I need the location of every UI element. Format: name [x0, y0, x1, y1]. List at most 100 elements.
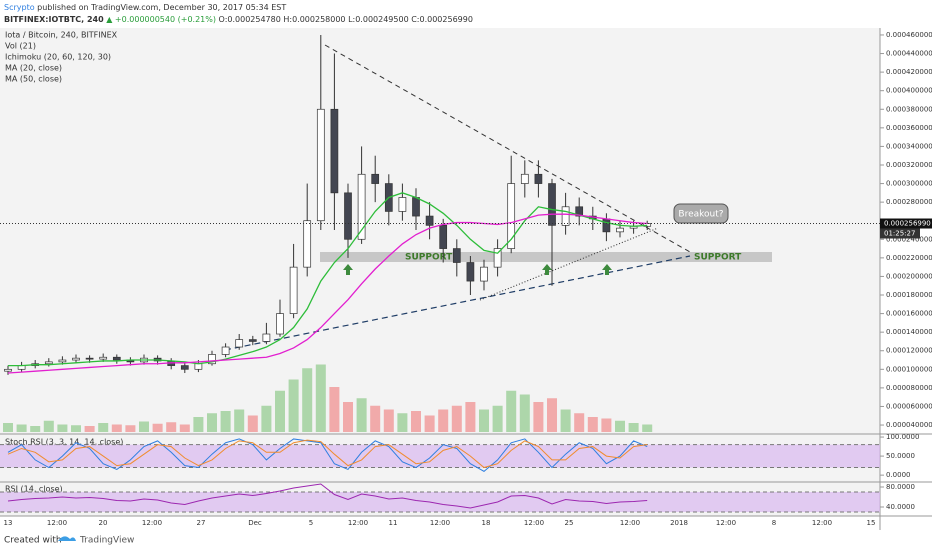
candle-body: [194, 363, 203, 370]
y-tick-label: 0.000180000: [886, 291, 932, 299]
oscillator-line: [7, 438, 648, 472]
support-trendline: [224, 255, 691, 351]
candle-body: [534, 173, 543, 184]
change: ▲ +0.000000540 (+0.21%): [106, 15, 216, 24]
x-tick-label: 12:00: [716, 519, 736, 527]
y-tick-label: 0.000100000: [886, 365, 932, 373]
footer-text: Created with: [4, 536, 62, 546]
y-tick-label: 0.000460000: [886, 31, 932, 39]
band: [0, 444, 880, 468]
candle-body: [507, 183, 516, 249]
candle-body: [208, 354, 216, 365]
countdown-label: 01:25:27: [884, 230, 915, 238]
y-tick-label: 0.000240000: [886, 235, 932, 243]
candle-body: [616, 227, 624, 233]
volume-bar: [397, 413, 408, 432]
author[interactable]: Scrypto: [4, 3, 35, 12]
volume-bar: [601, 418, 612, 432]
candle-body: [262, 333, 271, 342]
x-tick-label: 20: [99, 519, 108, 527]
x-tick-label: 13: [4, 519, 13, 527]
volume-bar: [628, 423, 639, 432]
countdown-box: [880, 228, 920, 239]
candle-body: [493, 248, 502, 268]
candle-body: [248, 339, 257, 342]
y-tick-label: 0.000340000: [886, 142, 932, 150]
volume-bar: [193, 417, 204, 432]
volume-bar: [411, 411, 421, 432]
y-tick-label: 0.000080000: [886, 384, 932, 392]
candle-body: [72, 357, 80, 361]
ohlc: O:0.000254780 H:0.000258000 L:0.00024950…: [219, 15, 473, 24]
volume-bar: [139, 421, 149, 432]
x-tick-label: 5: [309, 519, 313, 527]
volume-bar: [234, 409, 245, 432]
candle-body: [425, 215, 434, 226]
candle-body: [85, 357, 94, 360]
volume-bar: [125, 425, 136, 432]
volume-bar: [3, 423, 13, 432]
volume-bar: [642, 424, 653, 432]
volume-bar: [356, 398, 367, 432]
callout-bubble: [673, 203, 729, 224]
candle-body: [398, 197, 407, 212]
volume-bar: [533, 402, 544, 432]
x-tick-label: 25: [565, 519, 574, 527]
brand-text[interactable]: TradingView: [79, 536, 134, 546]
candle-body: [452, 248, 461, 263]
volume-bar: [479, 409, 489, 432]
volume-bar: [492, 405, 503, 432]
volume-bar: [98, 423, 109, 432]
volume-bar: [302, 368, 313, 432]
legend-entry: MA (20, close): [5, 64, 62, 73]
y-tick-label: 0.000440000: [886, 50, 932, 58]
y-tick-label: 0.000160000: [886, 310, 932, 318]
ma-line: [8, 192, 648, 367]
y-tick-label: 0.000200000: [886, 272, 932, 280]
oscillator-line: [7, 483, 648, 509]
volume-bar: [438, 409, 449, 432]
x-tick-label: 18: [482, 519, 491, 527]
panel-title: RSI (14, close): [5, 485, 63, 494]
y-tick-label: 40.0000: [886, 503, 915, 511]
x-tick-label: 12:00: [142, 519, 162, 527]
candle-body: [602, 218, 611, 233]
volume-bar: [152, 423, 163, 432]
volume-bar: [519, 394, 530, 432]
callout-text: Breakout?: [678, 210, 723, 220]
x-tick-label: 27: [197, 519, 206, 527]
y-tick-label: 100.0000: [886, 433, 919, 441]
chart-title: Iota / Bitcoin, 240, BITFINEX: [5, 31, 118, 40]
volume-bar: [43, 420, 54, 432]
candle-body: [330, 108, 339, 194]
published: published on TradingView.com, December 3…: [37, 3, 286, 12]
y-tick-label: 50.0000: [886, 452, 915, 460]
candle-body: [520, 173, 529, 184]
volume-bar: [207, 413, 217, 432]
x-tick-label: 12:00: [812, 519, 832, 527]
volume-bar: [71, 425, 81, 432]
header-line: Scrypto published on TradingView.com, De…: [4, 3, 286, 12]
x-tick-label: 11: [389, 519, 398, 527]
volume-bar: [261, 405, 272, 432]
volume-bar: [16, 424, 27, 432]
y-tick-label: 0.000220000: [886, 254, 932, 262]
x-tick-label: 8: [772, 519, 776, 527]
y-tick-label: 0.000280000: [886, 198, 932, 206]
oscillator-line: [7, 439, 648, 469]
candle-body: [371, 173, 380, 184]
x-tick-label: 15: [867, 519, 876, 527]
x-tick-label: 12:00: [430, 519, 450, 527]
candle-body: [303, 220, 312, 268]
y-tick-label: 80.0000: [886, 483, 915, 491]
x-tick-label: 2018: [670, 519, 688, 527]
support-band: [320, 252, 772, 262]
indicator-label: Ichimoku (20, 60, 120, 30): [5, 53, 111, 62]
volume-bar: [343, 402, 353, 432]
candle-body: [58, 359, 67, 363]
candle-body: [221, 346, 230, 355]
volume-bar: [57, 424, 68, 432]
candle-body: [276, 313, 284, 335]
y-tick-label: 0.000300000: [886, 180, 932, 188]
